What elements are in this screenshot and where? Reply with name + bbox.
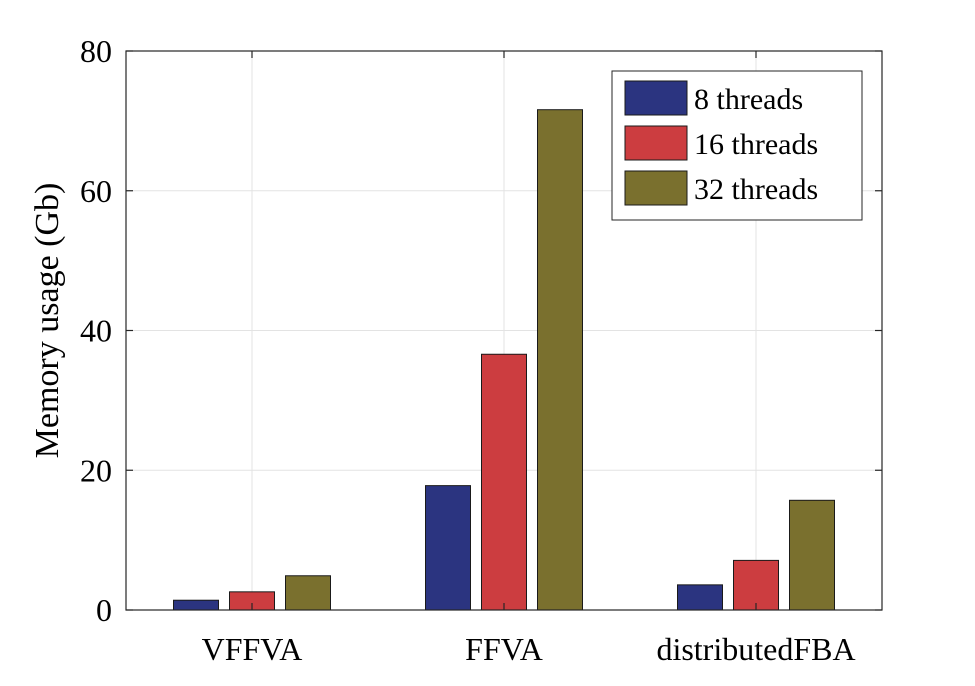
y-tick-label: 20 xyxy=(80,452,112,488)
legend-swatch xyxy=(624,125,688,161)
legend-swatch xyxy=(624,80,688,116)
legend-label: 8 threads xyxy=(694,83,803,116)
ticks xyxy=(126,50,882,611)
y-axis-label: Memory usage (Gb) xyxy=(29,183,66,459)
legend: 8 threads 16 threads 32 threads xyxy=(611,70,863,221)
legend-swatch xyxy=(624,170,688,206)
y-tick-label: 80 xyxy=(80,33,112,69)
bar xyxy=(481,353,527,611)
x-tick-label: FFVA xyxy=(465,631,543,667)
x-tick-label: distributedFBA xyxy=(656,631,855,667)
y-tick-label: 0 xyxy=(96,592,112,628)
y-tick-label: 40 xyxy=(80,313,112,349)
bar xyxy=(173,599,219,611)
bar xyxy=(285,575,331,611)
bar xyxy=(789,499,835,611)
bar xyxy=(425,485,471,611)
bars xyxy=(173,109,835,611)
x-tick-label: VFFVA xyxy=(202,631,303,667)
tick-labels: VFFVA FFVA distributedFBA 0 20 40 60 80 xyxy=(80,33,856,667)
y-tick-label: 60 xyxy=(80,173,112,209)
legend-label: 32 threads xyxy=(694,173,818,206)
bar xyxy=(733,559,779,611)
bar xyxy=(537,109,583,611)
bar xyxy=(677,584,723,611)
legend-label: 16 threads xyxy=(694,128,818,161)
